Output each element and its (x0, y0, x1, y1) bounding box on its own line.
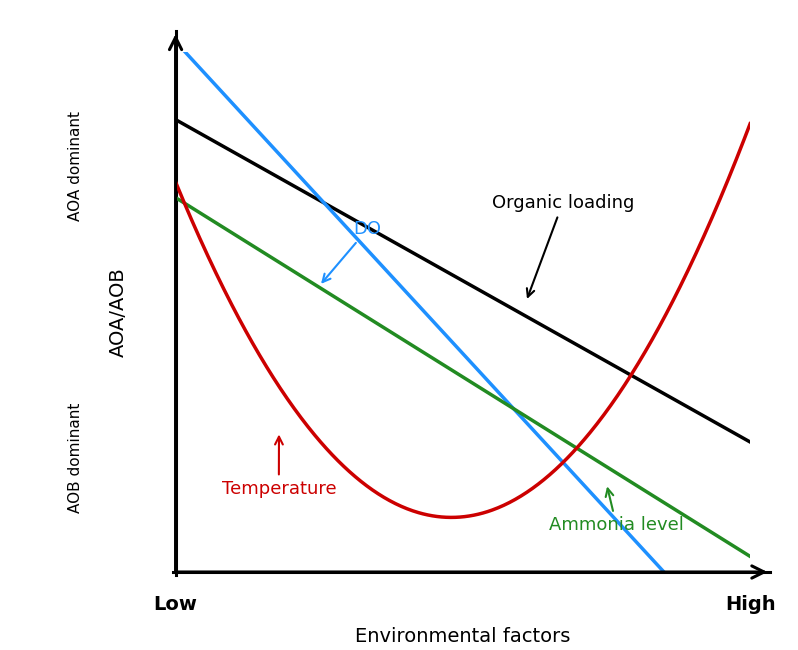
Text: AOB dominant: AOB dominant (68, 402, 82, 513)
Text: Ammonia level: Ammonia level (549, 489, 684, 534)
Text: High: High (725, 595, 776, 614)
Text: Organic loading: Organic loading (492, 194, 634, 297)
Text: AOA dominant: AOA dominant (68, 111, 82, 222)
Text: DO: DO (322, 220, 381, 282)
Text: Environmental factors: Environmental factors (355, 627, 571, 645)
Text: Low: Low (154, 595, 197, 614)
Text: AOA/AOB: AOA/AOB (109, 267, 128, 357)
Text: Temperature: Temperature (222, 437, 336, 498)
